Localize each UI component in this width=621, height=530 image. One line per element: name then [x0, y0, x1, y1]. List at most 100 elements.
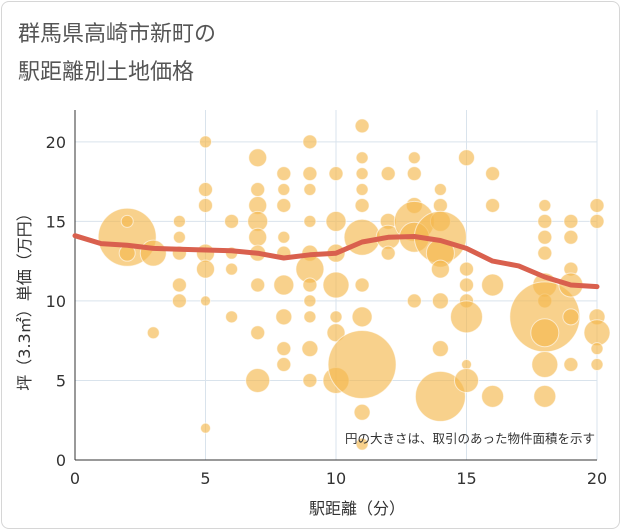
- bubble-point: [485, 197, 501, 213]
- bubble-point: [354, 277, 370, 293]
- bubble-point: [224, 213, 240, 229]
- bubble-point: [273, 274, 295, 296]
- bubble-point: [248, 227, 268, 247]
- bubble-point: [533, 384, 557, 408]
- bubble-point: [225, 310, 239, 324]
- bubble-point: [432, 197, 448, 213]
- bubble-point: [481, 384, 505, 408]
- bubble-point: [354, 118, 370, 134]
- y-tick-label: 15: [46, 212, 66, 231]
- bubble-point: [407, 151, 421, 165]
- bubble-point: [139, 239, 167, 267]
- bubble-point: [590, 358, 604, 372]
- bubble-point: [277, 230, 291, 244]
- bubble-point: [583, 319, 611, 347]
- bubble-point: [171, 277, 187, 293]
- bubble-point: [276, 357, 292, 373]
- bubble-point: [589, 197, 605, 213]
- bubble-point: [200, 422, 211, 434]
- bubble-point: [329, 310, 343, 324]
- y-tick-label: 20: [46, 133, 66, 152]
- bubble-point: [353, 403, 371, 421]
- bubble-point: [430, 259, 450, 279]
- bubble-point: [431, 292, 449, 310]
- bubble-point: [459, 261, 474, 277]
- bubble-point: [146, 326, 160, 340]
- bubble-point: [322, 271, 350, 299]
- bubble-point: [537, 213, 553, 229]
- bubble-point: [198, 197, 213, 213]
- bubble-point: [250, 325, 266, 341]
- bubble-point: [590, 342, 604, 356]
- y-tick-label: 5: [56, 371, 66, 390]
- bubble-point: [301, 340, 319, 358]
- bubble-point: [563, 229, 579, 245]
- bubble-point: [538, 198, 552, 212]
- bubble-point: [302, 166, 318, 182]
- bubble-point: [120, 214, 134, 228]
- bubble-point: [406, 293, 422, 309]
- bubble-point: [198, 182, 213, 198]
- bubble-point: [355, 437, 369, 451]
- chart-title-line-2: 駅距離別土地価格: [18, 60, 195, 85]
- bubble-point: [355, 151, 369, 165]
- bubble-point: [433, 183, 447, 197]
- bubble-point: [303, 310, 317, 324]
- bubble-point: [277, 183, 291, 197]
- bubble-point: [172, 214, 186, 228]
- bubble-point: [562, 308, 580, 326]
- x-tick-label: 10: [326, 469, 346, 488]
- bubble-point: [380, 166, 396, 182]
- bubble-point: [303, 294, 317, 308]
- bubble-point: [355, 183, 369, 197]
- bubble-point: [450, 300, 483, 334]
- bubble-point: [302, 372, 318, 388]
- x-tick-label: 15: [456, 469, 476, 488]
- bubble-point: [196, 243, 215, 263]
- axis-ticks: 0 5 10 15 20 0 5 10 15 20: [46, 133, 608, 488]
- bubble-point: [537, 229, 553, 245]
- x-axis-title: 駅距離（分）: [309, 499, 405, 518]
- bubble-point: [458, 149, 475, 167]
- bubble-point: [485, 166, 501, 182]
- bubble-point: [325, 210, 347, 232]
- bubble-point: [355, 167, 369, 181]
- bubble-point: [302, 277, 318, 293]
- bubble-point: [276, 166, 292, 182]
- bubble-point: [563, 213, 579, 229]
- bubble-point: [303, 183, 317, 197]
- y-tick-label: 10: [46, 292, 66, 311]
- y-tick-label: 0: [56, 451, 66, 470]
- bubble-point: [250, 182, 266, 198]
- bubble-point: [245, 367, 271, 393]
- bubble-point: [563, 357, 579, 373]
- bubble-point: [380, 245, 396, 261]
- bubble-point: [351, 306, 373, 328]
- bubble-point: [248, 148, 268, 168]
- bubble-point: [171, 293, 187, 309]
- bubble-point: [276, 341, 292, 357]
- x-tick-label: 20: [587, 469, 607, 488]
- size-note: 円の大きさは、取引のあった物件面積を示す: [345, 431, 595, 446]
- bubble-point: [327, 330, 397, 400]
- bubble-point: [459, 277, 474, 293]
- bubble-point: [250, 277, 266, 293]
- trend-line: [72, 233, 600, 290]
- bubble-point: [589, 213, 605, 229]
- bubble-point: [481, 273, 505, 297]
- bubble-point: [328, 166, 344, 182]
- bubble-point: [454, 367, 479, 393]
- bubble-point: [172, 230, 186, 244]
- bubble-point: [225, 262, 239, 276]
- bubble-point: [414, 370, 466, 422]
- bubble-point: [302, 134, 318, 150]
- bubble-point: [275, 308, 293, 326]
- bubble-point: [199, 135, 212, 149]
- bubble-point: [276, 197, 292, 213]
- bubble-point: [326, 323, 346, 343]
- bubble-point: [196, 259, 215, 279]
- chart-title-line-1: 群馬県高崎市新町の: [18, 22, 217, 47]
- bubble-point: [303, 214, 317, 228]
- bubble-point: [530, 318, 560, 348]
